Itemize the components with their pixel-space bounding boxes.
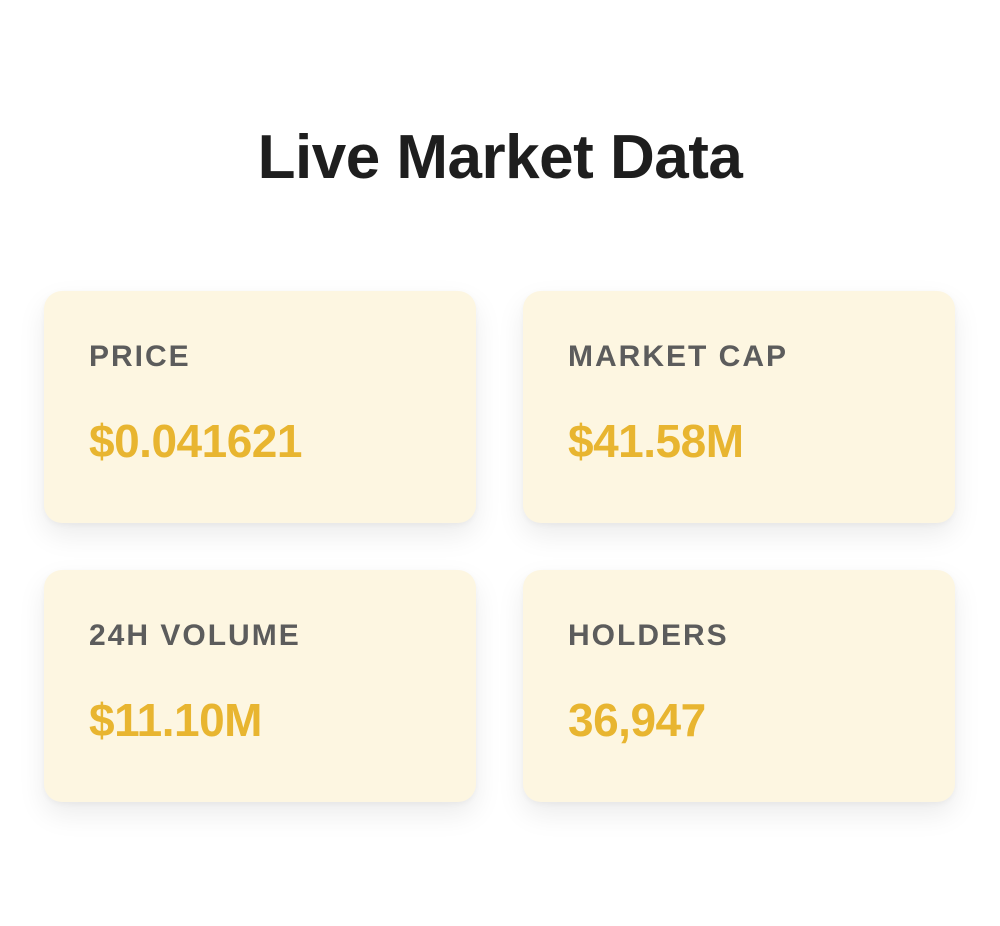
stat-value: $41.58M bbox=[568, 415, 744, 467]
stat-label: PRICE bbox=[89, 340, 191, 373]
stats-grid: PRICE $0.041621 MARKET CAP $41.58M 24H V… bbox=[44, 291, 956, 802]
stat-value: $11.10M bbox=[89, 694, 262, 746]
stat-card-price: PRICE $0.041621 bbox=[44, 291, 476, 523]
stat-label: MARKET CAP bbox=[568, 340, 788, 373]
stat-value: $0.041621 bbox=[89, 415, 302, 467]
stat-label: 24H VOLUME bbox=[89, 619, 301, 652]
section-title: Live Market Data bbox=[257, 123, 743, 192]
stat-value: 36,947 bbox=[568, 694, 706, 746]
stat-label: HOLDERS bbox=[568, 619, 729, 652]
stat-card-24h-volume: 24H VOLUME $11.10M bbox=[44, 570, 476, 802]
stat-card-market-cap: MARKET CAP $41.58M bbox=[523, 291, 955, 523]
stat-card-holders: HOLDERS 36,947 bbox=[523, 570, 955, 802]
